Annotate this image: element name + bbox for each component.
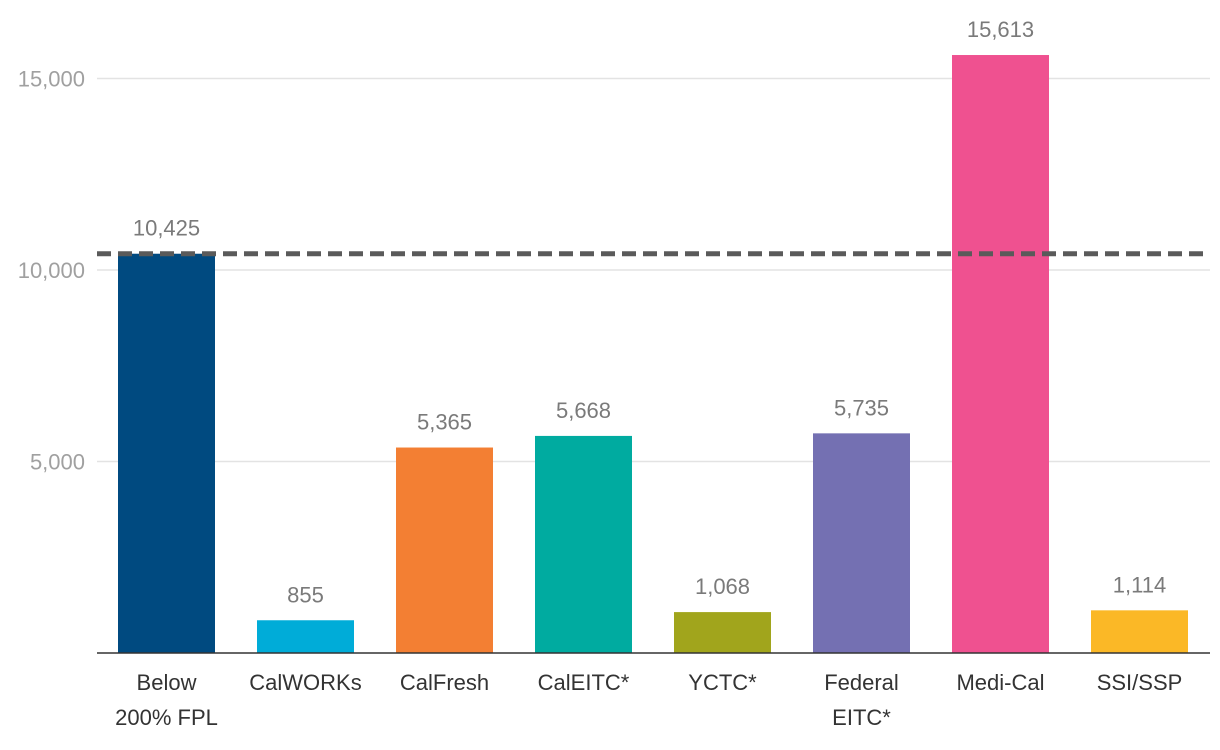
bar-value-label: 1,068 xyxy=(695,574,750,599)
bar xyxy=(535,435,632,653)
bar-value-label: 10,425 xyxy=(133,216,200,241)
bar xyxy=(952,55,1049,654)
category-label: 200% FPL xyxy=(115,705,218,730)
bar xyxy=(257,620,354,653)
category-label: YCTC* xyxy=(688,670,757,695)
category-label: Below xyxy=(137,670,197,695)
bar xyxy=(674,612,771,653)
value-labels: 10,425 855 5,365 5,668 1,068 5,735 15,613 1,114 xyxy=(133,17,1166,607)
y-tick-label: 5,000 xyxy=(30,450,85,475)
bar-value-label: 15,613 xyxy=(967,17,1034,42)
bar-value-label: 5,365 xyxy=(417,410,472,435)
bar xyxy=(118,253,215,653)
bar-value-label: 5,668 xyxy=(556,398,611,423)
category-label: Medi-Cal xyxy=(956,670,1044,695)
category-label: Federal xyxy=(824,670,899,695)
bar xyxy=(1091,610,1188,653)
category-label: CalFresh xyxy=(400,670,489,695)
bar-value-label: 1,114 xyxy=(1113,572,1166,597)
category-label: SSI/SSP xyxy=(1097,670,1183,695)
y-axis-ticks: 5,000 10,000 15,000 xyxy=(18,67,85,475)
category-label: CalWORKs xyxy=(249,670,361,695)
y-tick-label: 10,000 xyxy=(18,258,85,283)
bar-value-label: 5,735 xyxy=(834,395,889,420)
category-label: EITC* xyxy=(832,705,891,730)
category-label: CalEITC* xyxy=(538,670,630,695)
bars xyxy=(118,55,1188,654)
y-tick-label: 15,000 xyxy=(18,67,85,92)
bar-value-label: 855 xyxy=(287,582,324,607)
category-labels: Below 200% FPL CalWORKs CalFresh CalEITC* YCT… xyxy=(115,670,1182,730)
bar xyxy=(396,447,493,653)
bar xyxy=(813,433,910,653)
